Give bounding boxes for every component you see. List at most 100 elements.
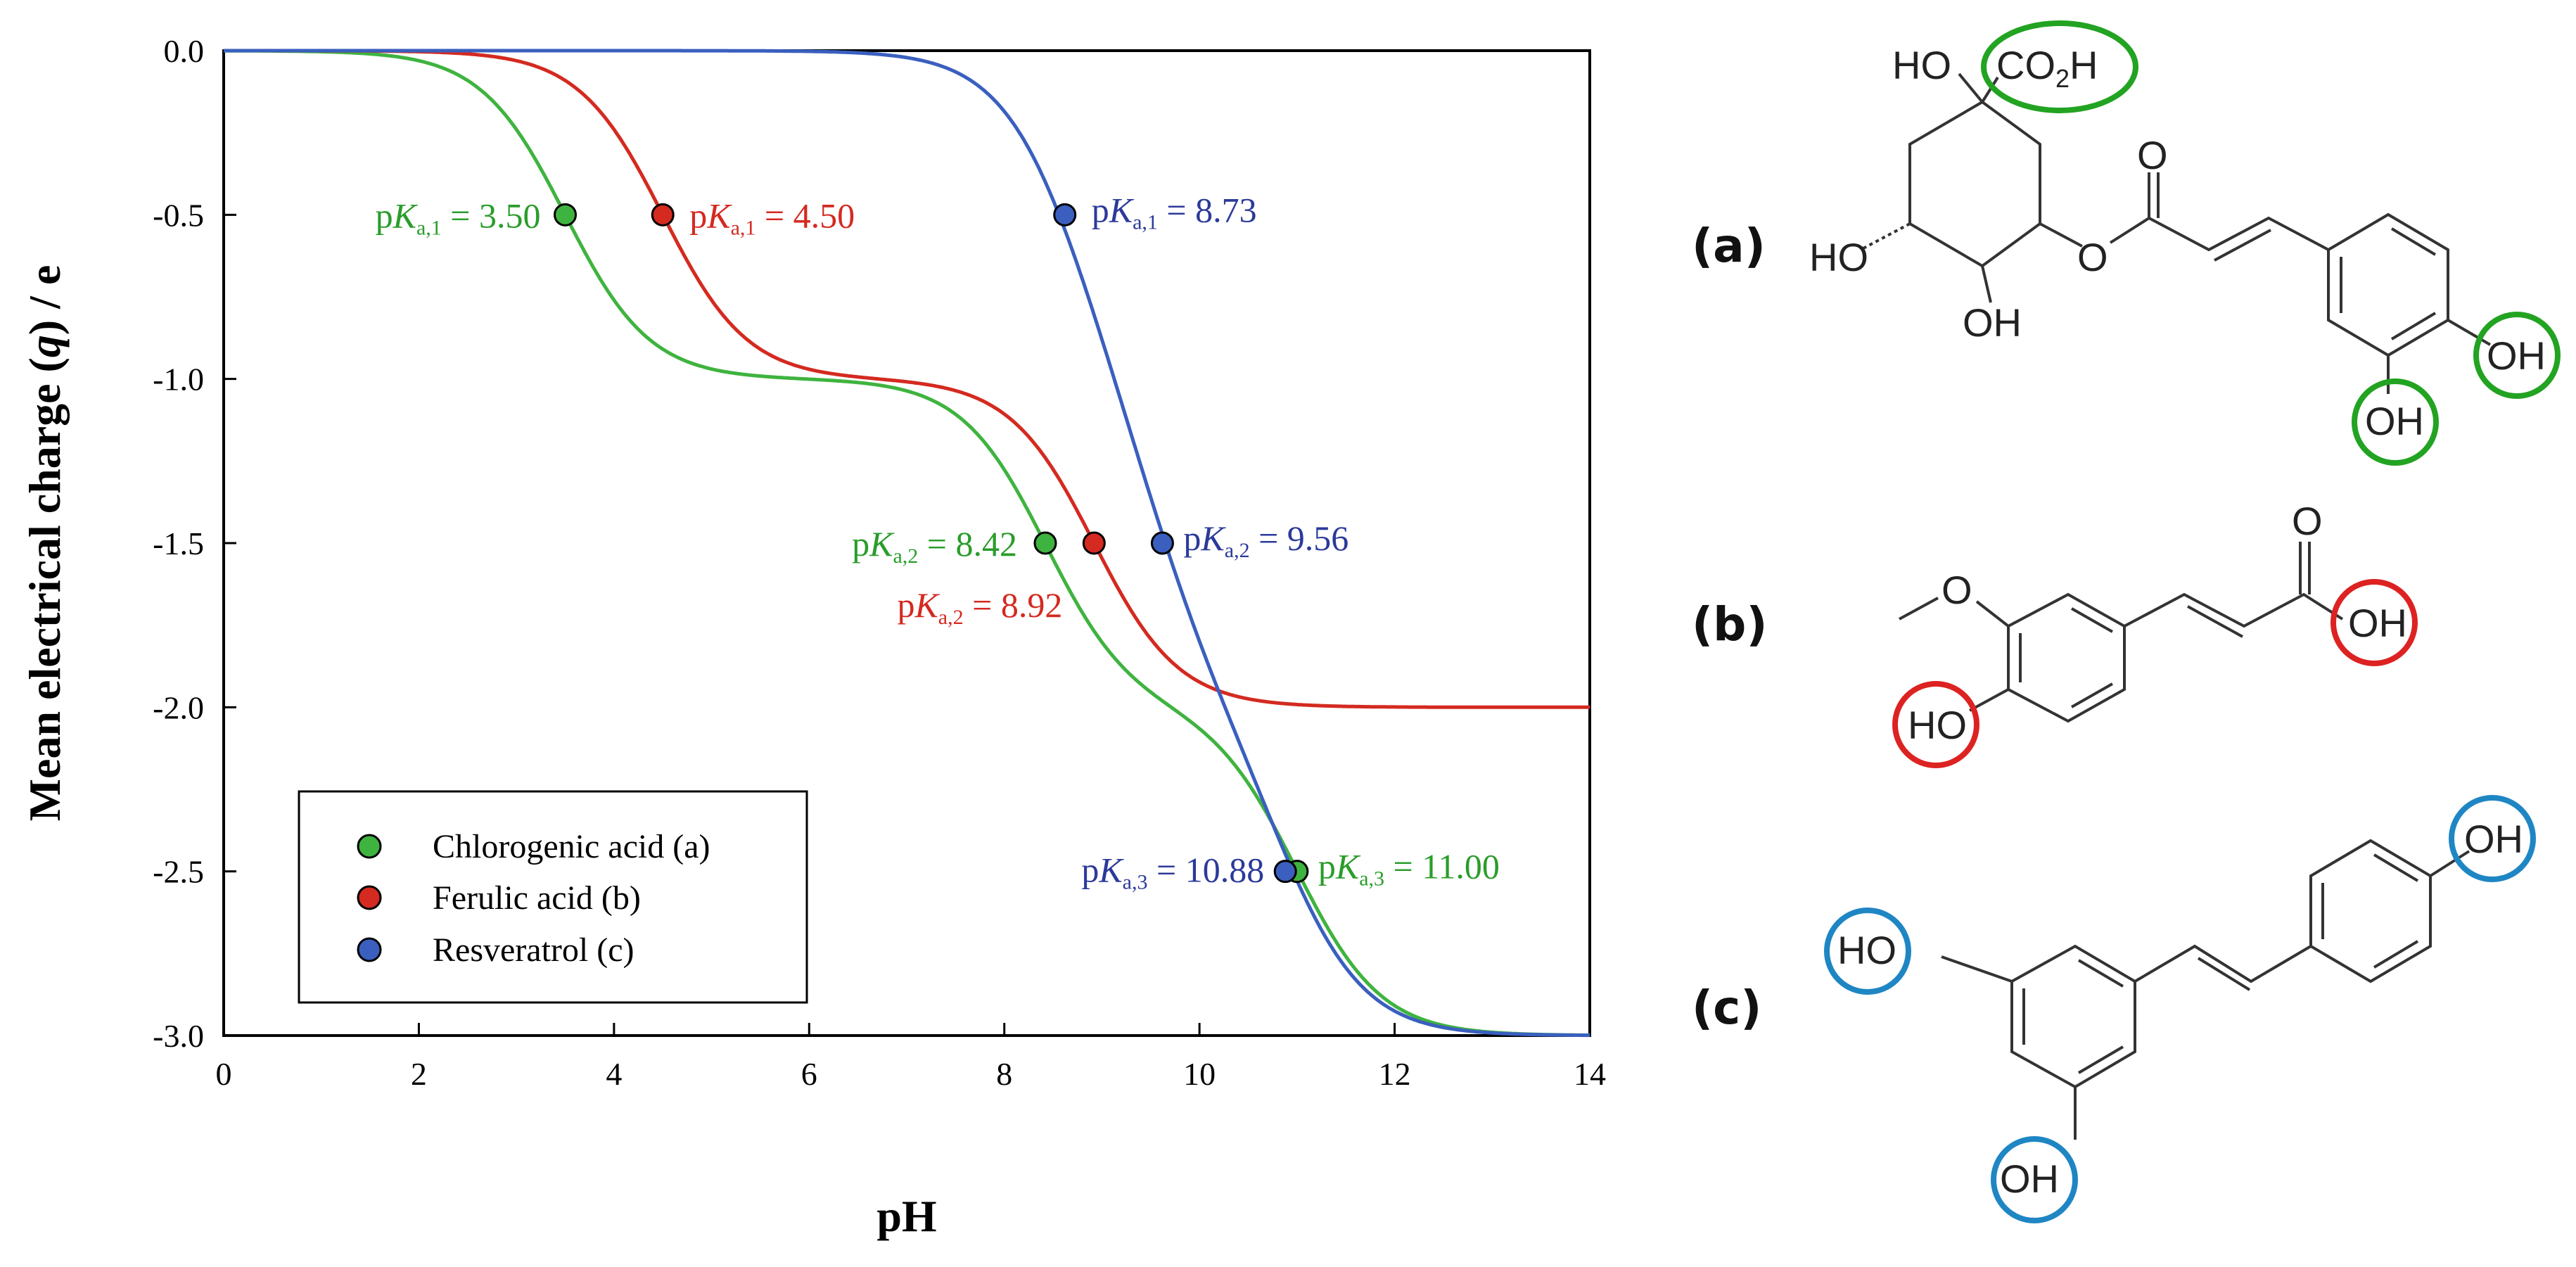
y-tick-label: 0.0 — [164, 33, 205, 69]
pka-point-ferulic — [1082, 531, 1106, 555]
pka-label-chlorogenic: pKa,1 = 3.50 — [376, 196, 541, 239]
methyl-bond — [1899, 597, 1939, 620]
x-tick-label: 14 — [1574, 1056, 1606, 1092]
alkene-double-bond-b — [2187, 605, 2243, 638]
aromatic-inner-bond-b2 — [2071, 682, 2113, 708]
bond-ho-meta1 — [1941, 955, 2013, 983]
curve-ferulic — [224, 49, 1590, 709]
x-tick-label: 8 — [996, 1056, 1012, 1092]
legend-label-resveratrol: Resveratrol (c) — [433, 931, 635, 969]
legend: Chlorogenic acid (a) Ferulic acid (b) Re… — [298, 790, 808, 1004]
aromatic-inner-c1a — [2077, 959, 2124, 988]
curve-resveratrol — [224, 49, 1590, 1038]
stilbene-bridge — [2134, 944, 2312, 983]
bond-oh-para — [2429, 850, 2470, 877]
bond-co2h — [1981, 76, 1999, 103]
label-oh-bottom: OH — [1963, 300, 2022, 345]
highlight-oh-acid — [2330, 579, 2418, 666]
label-ho-top: HO — [1892, 43, 1951, 87]
highlight-co2h — [1981, 20, 2138, 113]
y-tick-label: -2.5 — [153, 854, 204, 890]
legend-label-ferulic: Ferulic acid (b) — [433, 879, 641, 917]
bond-oh-top — [1958, 72, 1984, 103]
label-o-carbonyl: O — [2137, 133, 2168, 177]
bond-ester-wedge — [2039, 222, 2083, 248]
legend-label-chlorogenic: Chlorogenic acid (a) — [433, 828, 710, 865]
aromatic-inner-c1b — [2077, 1045, 2124, 1074]
pka-point-ferulic — [651, 203, 675, 227]
panel-tag-b: (b) — [1692, 597, 1768, 651]
label-ho-meta1: HO — [1837, 928, 1896, 972]
label-ho-phenol: HO — [1908, 703, 1967, 747]
y-tick-label: -2.0 — [153, 689, 204, 725]
pka-label-chlorogenic: pKa,3 = 11.00 — [1318, 847, 1500, 891]
x-tick-label: 2 — [411, 1056, 427, 1092]
label-oh-ring-bottom: OH — [2365, 399, 2424, 443]
pka-points-layer — [554, 203, 1309, 884]
bond-oh-bottom — [1981, 265, 1992, 303]
alkene-chain — [2148, 216, 2329, 252]
ester-chain — [2109, 172, 2150, 244]
x-tick-label: 4 — [606, 1056, 622, 1092]
structure-b-ferulic-acid: (b) O O OH HO — [1692, 499, 2418, 768]
legend-marker-ferulic — [357, 885, 382, 910]
pka-label-ferulic: pKa,1 = 4.50 — [689, 196, 855, 239]
pka-label-resveratrol: pKa,2 = 9.56 — [1183, 518, 1348, 562]
structure-c-resveratrol: (c) OH HO OH — [1692, 795, 2536, 1223]
legend-marker-chlorogenic — [357, 834, 382, 859]
alkene-double-bond — [2214, 229, 2271, 262]
panel-tag-a: (a) — [1692, 219, 1766, 273]
aromatic-inner-bond-1 — [2390, 227, 2437, 256]
highlight-oh-meta2 — [1991, 1136, 2078, 1223]
pka-labels-layer: pKa,1 = 3.50 pKa,2 = 8.42 pKa,3 = 11.00 pKa… — [376, 190, 1500, 893]
x-tick-label: 10 — [1183, 1056, 1216, 1092]
pka-point-chlorogenic — [554, 203, 577, 227]
aromatic-inner-bond-b1 — [2071, 607, 2113, 633]
highlight-oh-ring-bottom — [2352, 378, 2439, 466]
label-oh-meta2: OH — [2000, 1157, 2059, 1201]
y-tick-label: -3.0 — [153, 1018, 204, 1054]
highlight-oh-para — [2449, 795, 2536, 882]
label-o-methoxy: O — [1941, 568, 1972, 612]
aromatic-ring-b — [2007, 592, 2126, 723]
propenoic-chain — [2124, 592, 2344, 628]
curve-chlorogenic — [223, 49, 1590, 1037]
cyclohexane-ring — [1908, 101, 2041, 268]
aromatic-inner-c2b — [2373, 853, 2419, 882]
bond-oh-ring-right — [2447, 319, 2492, 346]
label-o-ester: O — [2077, 235, 2108, 279]
pka-point-resveratrol — [1150, 531, 1174, 555]
legend-marker-resveratrol — [357, 937, 382, 962]
y-tick-label: -0.5 — [153, 197, 204, 233]
pka-point-chlorogenic — [1033, 531, 1057, 555]
y-axis-title: Mean electrical charge (q) / e — [20, 265, 70, 822]
label-oh-ring-right: OH — [2487, 333, 2546, 378]
label-o-carbonyl-b: O — [2292, 499, 2323, 543]
aromatic-ring-c2 — [2309, 839, 2432, 983]
highlight-ho-phenol — [1892, 681, 1979, 768]
y-tick-label: -1.5 — [153, 526, 204, 561]
legend-box — [298, 790, 808, 1004]
curves-layer — [223, 49, 1590, 1038]
highlight-ho-meta1 — [1824, 908, 1911, 995]
aromatic-ring-c1 — [2010, 944, 2136, 1089]
bond-phenol — [1969, 688, 2009, 712]
pka-point-resveratrol — [1053, 203, 1077, 227]
label-ho-left: HO — [1809, 235, 1868, 279]
structure-a-chlorogenic-acid: (a) HO CO2H O HO OH O OH OH — [1692, 20, 2561, 466]
label-co2h: CO2H — [1996, 43, 2098, 93]
y-tick-label: -1.0 — [153, 362, 204, 397]
x-tick-label: 12 — [1379, 1056, 1411, 1092]
x-axis-title: pH — [876, 1191, 936, 1241]
pka-point-resveratrol — [1273, 860, 1297, 884]
aromatic-ring-a — [2327, 212, 2449, 357]
pka-label-chlorogenic: pKa,2 = 8.42 — [852, 524, 1017, 568]
panel-tag-c: (c) — [1692, 981, 1761, 1035]
stilbene-double-bond — [2197, 957, 2251, 991]
highlight-oh-ring-right — [2473, 312, 2561, 399]
pka-label-resveratrol: pKa,1 = 8.73 — [1092, 190, 1257, 234]
label-oh-acid: OH — [2348, 601, 2407, 645]
x-tick-label: 6 — [801, 1056, 817, 1092]
pka-label-ferulic: pKa,2 = 8.92 — [897, 585, 1062, 629]
